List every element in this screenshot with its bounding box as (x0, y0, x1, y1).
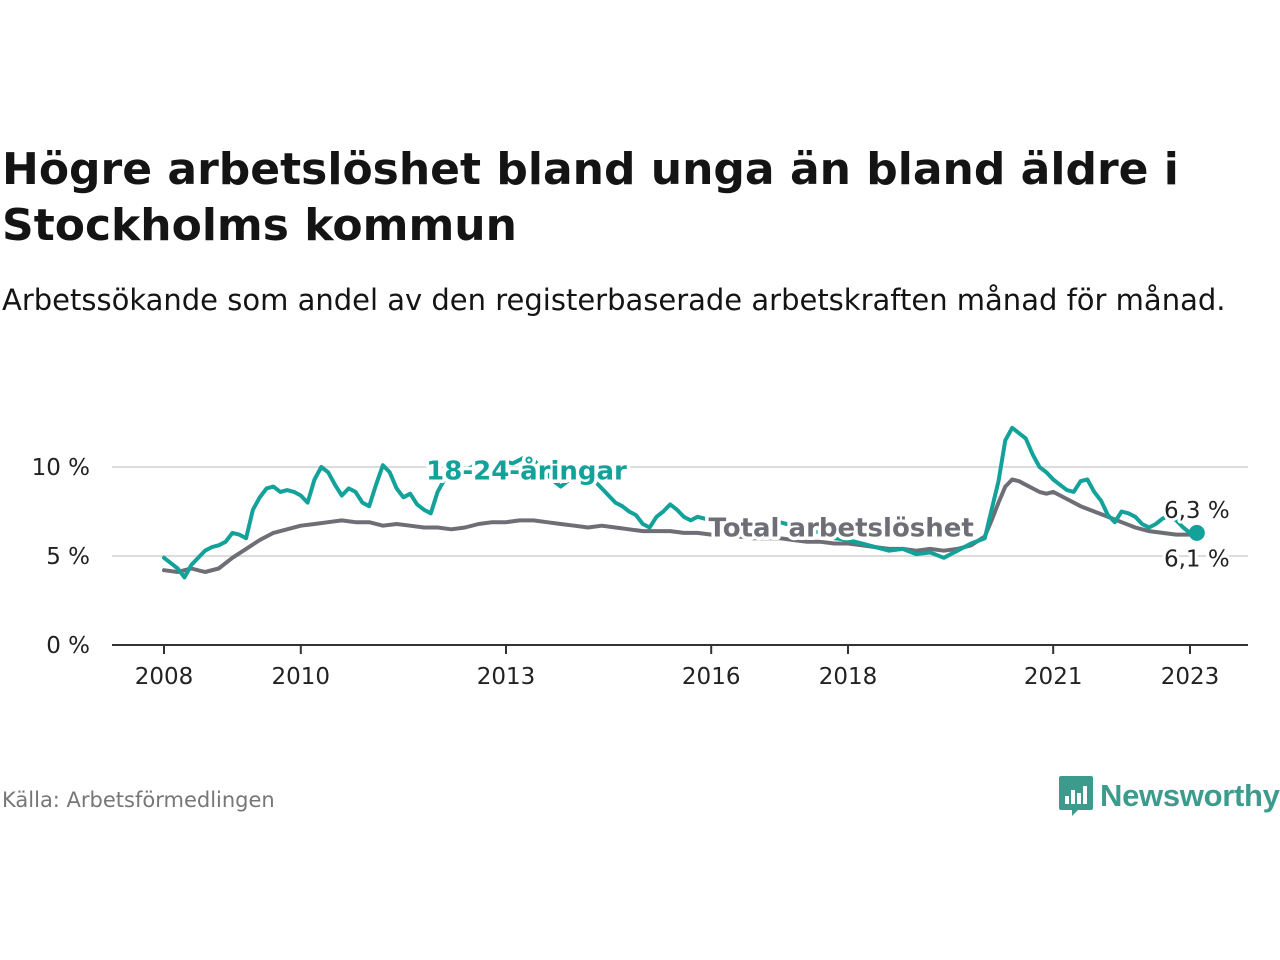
axes: 0 % 5 % 10 % 2008 2010 2013 2016 2018 2021 2023 (32, 455, 1248, 690)
end-value-label: 6,1 % (1164, 546, 1230, 572)
series-line-youth (162, 425, 1199, 580)
brand-name: Newsworthy (1100, 778, 1280, 813)
brand-logo: Newsworthy (1058, 774, 1280, 818)
end-value-label: 6,3 % (1164, 498, 1230, 524)
gridlines (112, 466, 1248, 557)
x-tick-label: 2013 (477, 664, 536, 690)
series-annotation: Total arbetslöshet (708, 513, 973, 543)
series-endpoint-youth (1188, 524, 1205, 541)
x-tick-label: 2016 (682, 664, 741, 690)
series (162, 425, 1205, 580)
y-tick-label: 10 % (32, 455, 90, 481)
labels: 18-24-åringar Total arbetslöshet 6,3 % 6,1 … (423, 451, 1233, 575)
x-tick-label: 2021 (1024, 664, 1083, 690)
source-note: Källa: Arbetsförmedlingen (2, 788, 275, 812)
x-tick-label: 2008 (135, 664, 194, 690)
chart-title: Högre arbetslöshet bland unga än bland ä… (2, 144, 1179, 251)
series-annotation: 18-24-åringar (426, 454, 627, 486)
newsworthy-logo-icon (1059, 776, 1093, 816)
series-line-total (162, 477, 1199, 574)
line-chart: 0 % 5 % 10 % 2008 2010 2013 2016 2018 2021 2023 1… (32, 425, 1248, 690)
x-tick-label: 2010 (272, 664, 331, 690)
x-tick-label: 2023 (1161, 664, 1220, 690)
chart-subtitle: Arbetssökande som andel av den registerb… (2, 283, 1226, 317)
y-tick-label: 5 % (46, 544, 90, 570)
y-tick-label: 0 % (46, 633, 90, 659)
x-tick-label: 2018 (819, 664, 878, 690)
